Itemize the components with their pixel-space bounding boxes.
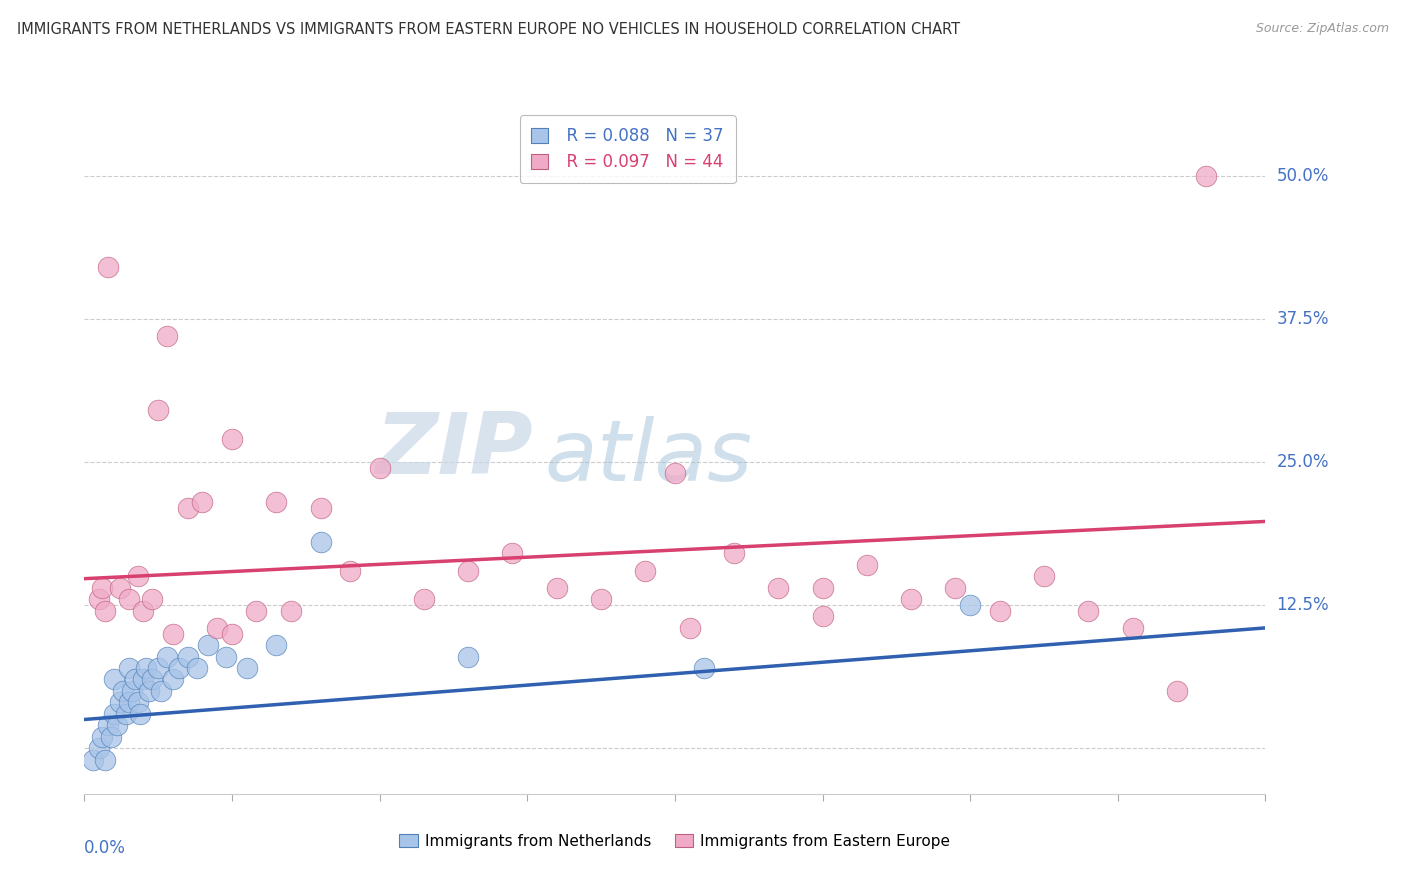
Point <box>959 598 981 612</box>
Point <box>148 403 170 417</box>
Point <box>162 626 184 640</box>
Point <box>215 649 238 664</box>
Point <box>108 581 131 595</box>
Point <box>1195 169 1218 183</box>
Point <box>141 592 163 607</box>
Point <box>546 581 568 595</box>
Point <box>97 718 120 732</box>
Point <box>132 604 155 618</box>
Point <box>156 329 179 343</box>
Point <box>111 683 134 698</box>
Point <box>221 626 243 640</box>
Point <box>693 661 716 675</box>
Point <box>457 564 479 578</box>
Point <box>103 673 125 687</box>
Point <box>1166 683 1188 698</box>
Point <box>127 569 149 583</box>
Point <box>1077 604 1099 618</box>
Point <box>87 592 111 607</box>
Point <box>118 695 141 709</box>
Point <box>94 604 117 618</box>
Point <box>105 718 128 732</box>
Point <box>127 695 149 709</box>
Text: ZIP: ZIP <box>375 409 533 492</box>
Text: 0.0%: 0.0% <box>84 838 127 856</box>
Point <box>945 581 967 595</box>
Point <box>156 649 179 664</box>
Point <box>82 753 104 767</box>
Point <box>309 500 332 515</box>
Point <box>197 638 219 652</box>
Point <box>221 432 243 446</box>
Point <box>988 604 1011 618</box>
Text: 12.5%: 12.5% <box>1277 596 1329 614</box>
Point <box>177 500 200 515</box>
Point <box>664 467 686 481</box>
Point <box>94 753 117 767</box>
Point <box>87 741 111 756</box>
Point <box>856 558 879 572</box>
Point <box>150 683 173 698</box>
Point <box>118 661 141 675</box>
Text: 25.0%: 25.0% <box>1277 453 1329 471</box>
Point <box>191 495 214 509</box>
Point <box>245 604 267 618</box>
Point <box>148 661 170 675</box>
Point <box>266 495 288 509</box>
Point <box>280 604 302 618</box>
Point <box>1033 569 1056 583</box>
Point <box>97 260 120 275</box>
Text: IMMIGRANTS FROM NETHERLANDS VS IMMIGRANTS FROM EASTERN EUROPE NO VEHICLES IN HOU: IMMIGRANTS FROM NETHERLANDS VS IMMIGRANT… <box>17 22 960 37</box>
Point <box>138 683 160 698</box>
Point <box>501 546 523 561</box>
Point <box>634 564 657 578</box>
Point <box>413 592 436 607</box>
Point <box>103 706 125 721</box>
Point <box>811 609 834 624</box>
Point <box>129 706 152 721</box>
Text: 50.0%: 50.0% <box>1277 167 1329 185</box>
Point <box>121 683 143 698</box>
Point <box>108 695 131 709</box>
Legend: Immigrants from Netherlands, Immigrants from Eastern Europe: Immigrants from Netherlands, Immigrants … <box>394 828 956 855</box>
Text: Source: ZipAtlas.com: Source: ZipAtlas.com <box>1256 22 1389 36</box>
Point <box>1122 621 1144 635</box>
Point <box>132 673 155 687</box>
Point <box>100 730 122 744</box>
Point <box>768 581 790 595</box>
Point <box>309 535 332 549</box>
Point <box>124 673 146 687</box>
Point <box>91 581 114 595</box>
Point <box>167 661 190 675</box>
Point <box>186 661 208 675</box>
Point <box>723 546 745 561</box>
Text: atlas: atlas <box>546 416 754 499</box>
Point <box>457 649 479 664</box>
Point <box>811 581 834 595</box>
Point <box>177 649 200 664</box>
Point <box>114 706 136 721</box>
Point <box>141 673 163 687</box>
Point <box>162 673 184 687</box>
Point <box>368 460 391 475</box>
Point <box>679 621 702 635</box>
Point <box>135 661 157 675</box>
Text: 37.5%: 37.5% <box>1277 310 1329 328</box>
Point <box>339 564 361 578</box>
Point <box>591 592 613 607</box>
Point <box>236 661 259 675</box>
Point <box>91 730 114 744</box>
Point <box>118 592 141 607</box>
Point <box>266 638 288 652</box>
Point <box>900 592 922 607</box>
Point <box>207 621 229 635</box>
